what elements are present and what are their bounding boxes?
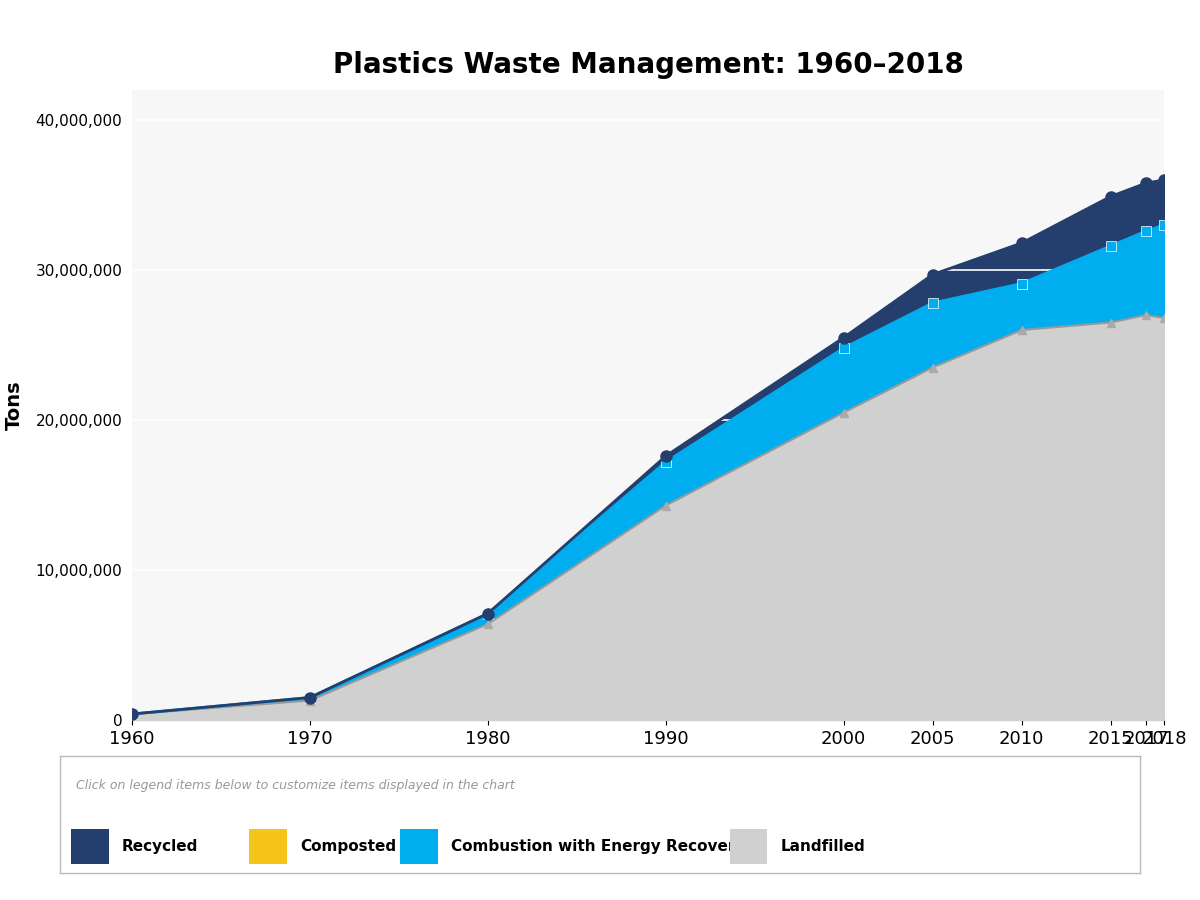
Title: Plastics Waste Management: 1960–2018: Plastics Waste Management: 1960–2018 — [332, 51, 964, 79]
Text: Click on legend items below to customize items displayed in the chart: Click on legend items below to customize… — [77, 779, 515, 792]
FancyBboxPatch shape — [401, 829, 438, 864]
X-axis label: Year: Year — [620, 759, 676, 778]
Y-axis label: Tons: Tons — [5, 380, 24, 430]
Text: Combustion with Energy Recovery: Combustion with Energy Recovery — [451, 839, 745, 853]
FancyBboxPatch shape — [71, 829, 109, 864]
FancyBboxPatch shape — [730, 829, 768, 864]
FancyBboxPatch shape — [250, 829, 287, 864]
Text: Landfilled: Landfilled — [780, 839, 865, 853]
Text: Recycled: Recycled — [121, 839, 198, 853]
Text: Composted: Composted — [300, 839, 396, 853]
